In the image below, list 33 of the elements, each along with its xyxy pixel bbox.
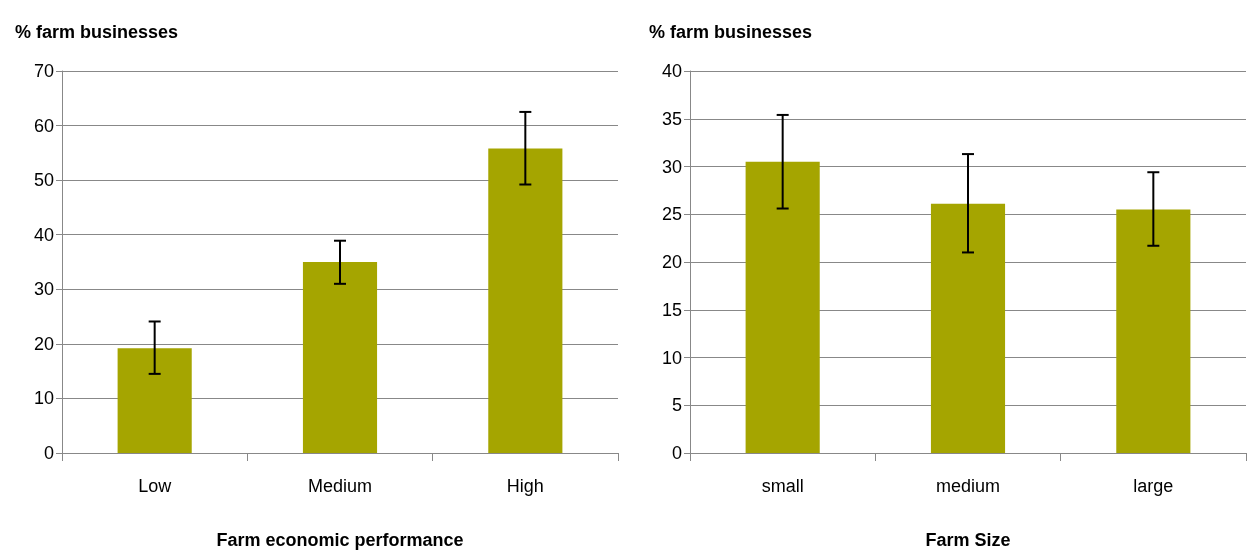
y-tick-label: 50 <box>33 170 54 191</box>
y-tick-label: 0 <box>671 443 682 463</box>
x-axis-title: Farm Size <box>925 530 1011 550</box>
bar <box>930 203 1006 453</box>
y-tick-label: 25 <box>661 204 682 225</box>
bar <box>745 161 820 453</box>
x-tick-label: medium <box>935 476 1001 496</box>
y-tick-label: 0 <box>43 443 54 463</box>
bar <box>117 348 192 453</box>
bar <box>488 148 563 453</box>
y-tick-label: 40 <box>661 61 682 81</box>
y-tick-label: 30 <box>33 279 54 300</box>
y-tick-label: 10 <box>33 388 54 409</box>
bar <box>302 262 378 453</box>
x-tick-label: Medium <box>307 476 373 496</box>
y-tick-label: 35 <box>661 108 682 129</box>
x-tick-label: Low <box>138 476 173 496</box>
y-tick-label: 30 <box>661 156 682 177</box>
x-tick-label: small <box>761 476 804 496</box>
y-axis-title: % farm businesses <box>15 22 179 42</box>
y-tick-label: 5 <box>671 395 682 416</box>
y-tick-label: 20 <box>661 252 682 272</box>
y-tick-label: 40 <box>33 224 54 245</box>
y-tick-label: 70 <box>33 61 54 81</box>
y-tick-label: 10 <box>661 347 682 368</box>
x-tick-label: High <box>506 476 544 496</box>
y-tick-label: 60 <box>33 115 54 136</box>
x-axis-title: Farm economic performance <box>216 530 464 550</box>
y-axis-title: % farm businesses <box>649 22 813 42</box>
x-tick-label: large <box>1133 476 1174 496</box>
bar <box>1116 209 1191 453</box>
y-tick-label: 15 <box>661 299 682 320</box>
y-tick-label: 20 <box>33 333 54 354</box>
